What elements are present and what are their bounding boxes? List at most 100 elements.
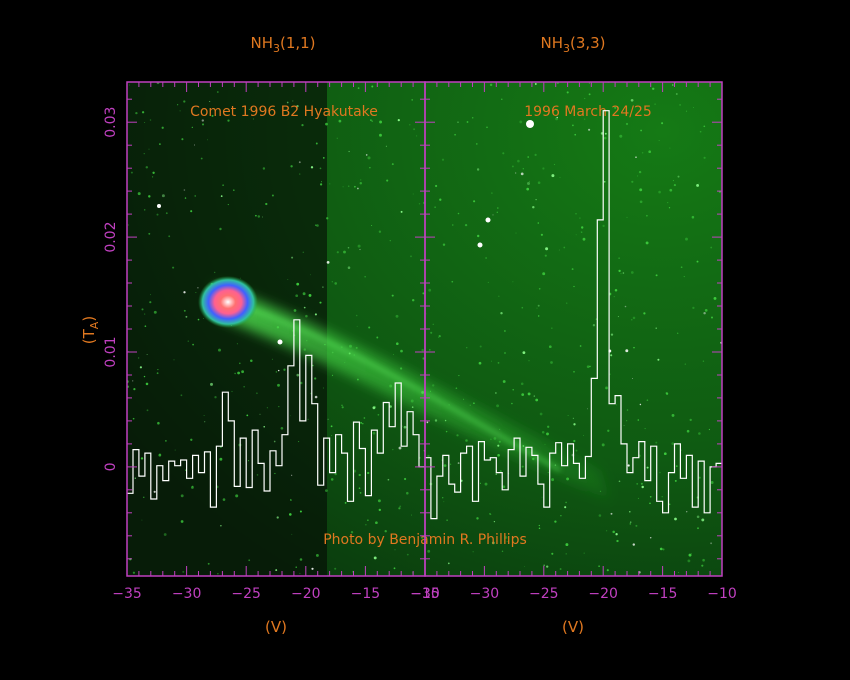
star-icon [639, 188, 643, 192]
star-icon [538, 524, 540, 527]
star-icon [296, 104, 299, 108]
star-icon [696, 515, 700, 519]
star-icon [639, 200, 643, 204]
star-icon [143, 209, 146, 211]
star-icon [214, 396, 217, 399]
star-icon [311, 567, 314, 570]
star-icon [393, 567, 396, 570]
star-icon [343, 250, 346, 254]
star-icon [521, 393, 525, 396]
bright-star-icon [477, 242, 483, 248]
star-icon [283, 368, 286, 371]
star-icon [190, 210, 193, 213]
star-icon [157, 421, 160, 425]
star-icon [379, 133, 382, 137]
star-icon [152, 171, 155, 174]
star-icon [713, 296, 717, 300]
star-icon [360, 422, 362, 424]
star-icon [630, 98, 634, 102]
star-icon [357, 87, 360, 89]
star-icon [299, 510, 302, 513]
star-icon [522, 168, 524, 170]
star-icon [299, 558, 303, 561]
star-icon [649, 495, 652, 498]
star-icon [544, 254, 547, 257]
y-tick-label: 0.02 [103, 222, 119, 253]
star-icon [456, 434, 459, 437]
star-icon [132, 380, 134, 382]
star-icon [567, 415, 569, 417]
star-icon [710, 481, 714, 484]
star-icon [598, 514, 602, 517]
star-icon [319, 183, 323, 186]
right-panel-title: NH3(3,3) [540, 34, 605, 55]
star-icon [512, 389, 514, 391]
star-icon [515, 232, 517, 234]
star-icon [399, 505, 402, 508]
star-icon [699, 130, 702, 133]
y-tick-label: 0.01 [103, 336, 119, 367]
star-icon [455, 387, 458, 389]
star-icon [172, 266, 175, 269]
star-icon [410, 514, 412, 516]
star-icon [684, 363, 686, 365]
star-icon [649, 537, 652, 539]
star-icon [582, 237, 586, 241]
star-icon [548, 345, 552, 349]
star-icon [560, 515, 562, 517]
star-icon [606, 569, 609, 572]
star-icon [359, 492, 362, 494]
star-icon [210, 382, 213, 386]
star-icon [648, 150, 652, 154]
star-icon [214, 271, 216, 274]
star-icon [360, 179, 362, 181]
star-icon [490, 360, 493, 362]
star-icon [371, 85, 374, 88]
star-icon [587, 408, 589, 410]
comet-tail [215, 285, 610, 500]
star-icon [391, 163, 394, 166]
star-icon [598, 565, 600, 568]
star-icon [296, 282, 300, 286]
star-icon [644, 428, 646, 430]
star-icon [539, 412, 543, 416]
star-icon [540, 233, 543, 236]
star-icon [358, 487, 361, 489]
star-icon [413, 128, 416, 131]
star-icon [609, 373, 611, 375]
star-icon [385, 145, 387, 147]
star-icon [631, 180, 634, 183]
star-icon [574, 133, 576, 136]
star-icon [203, 415, 205, 416]
star-icon [538, 527, 541, 529]
star-icon [158, 453, 162, 457]
star-icon [607, 429, 610, 432]
star-icon [625, 122, 629, 126]
star-icon [211, 114, 214, 117]
x-tick-label: −25 [529, 586, 559, 602]
star-icon [195, 291, 197, 293]
star-icon [551, 327, 553, 329]
star-icon [194, 195, 196, 197]
star-icon [416, 135, 418, 137]
star-icon [326, 261, 330, 264]
star-icon [222, 184, 224, 186]
star-icon [149, 119, 152, 121]
star-icon [491, 192, 493, 194]
star-icon [362, 423, 364, 425]
star-icon [497, 362, 500, 364]
star-icon [690, 553, 692, 555]
star-icon [521, 306, 524, 309]
star-icon [364, 276, 366, 278]
star-icon [677, 175, 680, 178]
star-icon [637, 419, 640, 421]
star-icon [658, 190, 661, 194]
star-icon [537, 315, 540, 317]
star-icon [201, 123, 205, 126]
star-icon [377, 499, 381, 503]
star-icon [668, 503, 671, 505]
star-icon [476, 517, 479, 520]
star-icon [286, 101, 289, 104]
star-icon [325, 489, 328, 492]
